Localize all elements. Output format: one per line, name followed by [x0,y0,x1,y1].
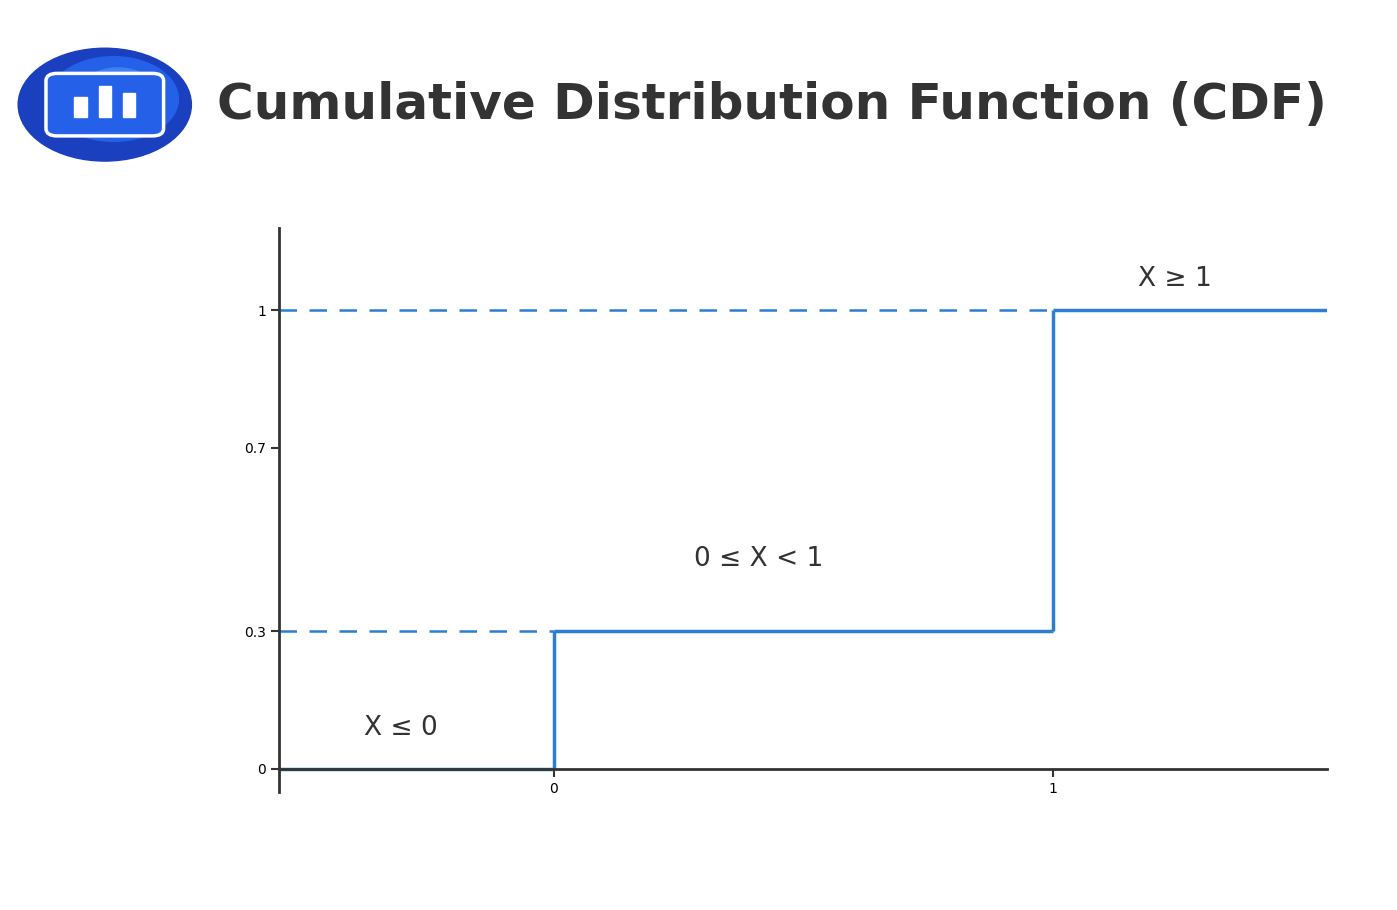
Text: Cumulative Distribution Function (CDF): Cumulative Distribution Function (CDF) [217,81,1326,128]
FancyBboxPatch shape [74,97,87,117]
Circle shape [18,48,191,161]
FancyBboxPatch shape [99,86,110,117]
Text: X ≥ 1: X ≥ 1 [1137,266,1211,292]
Text: 0 ≤ X < 1: 0 ≤ X < 1 [693,545,823,571]
FancyBboxPatch shape [123,94,136,117]
Circle shape [78,68,156,118]
Text: X ≤ 0: X ≤ 0 [365,715,439,742]
Circle shape [49,56,179,141]
FancyBboxPatch shape [46,74,163,136]
